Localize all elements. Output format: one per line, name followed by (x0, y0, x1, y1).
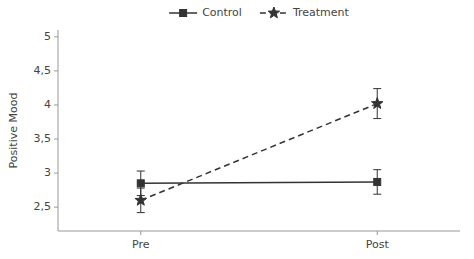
y-tick-label: 4,5 (34, 64, 52, 77)
legend-label: Control (202, 6, 242, 19)
legend-marker (268, 7, 279, 18)
legend-label: Treatment (292, 6, 350, 19)
series-1 (135, 89, 383, 213)
error-bar (373, 170, 381, 195)
y-axis-label: Positive Mood (7, 93, 20, 169)
error-bar-cap (373, 169, 381, 170)
chart-svg: 2,5 3 3,5 4 4,5 5 Pre Post Positive Mood Control T… (0, 0, 474, 259)
y-tick (54, 139, 58, 140)
x-tick (140, 231, 141, 235)
error-bar-cap (137, 212, 145, 213)
y-tick (54, 173, 58, 174)
y-tick (54, 104, 58, 105)
x-axis-line (58, 231, 460, 232)
y-axis-line (58, 30, 59, 231)
x-tick-label: Pre (132, 238, 150, 251)
y-tick-label: 4 (44, 98, 51, 111)
legend: Control Treatment (169, 6, 349, 19)
data-point (135, 194, 146, 205)
y-tick (54, 70, 58, 71)
error-bar-cap (137, 171, 145, 172)
data-point (374, 178, 381, 185)
plot-area (135, 89, 383, 213)
y-tick (54, 36, 58, 37)
y-tick-label: 2,5 (34, 200, 52, 213)
series-line (141, 182, 377, 183)
error-bar-cap (373, 118, 381, 119)
data-point (372, 98, 383, 109)
legend-item: Control (169, 6, 242, 19)
data-point (137, 180, 144, 187)
legend-marker (180, 10, 187, 17)
y-tick-label: 3,5 (34, 132, 52, 145)
y-tick-label: 3 (44, 166, 51, 179)
x-tick-label: Post (366, 238, 390, 251)
y-tick (54, 207, 58, 208)
error-bar-cap (373, 88, 381, 89)
error-bar-cap (373, 194, 381, 195)
y-tick-label: 5 (44, 30, 51, 43)
chart-container: 2,5 3 3,5 4 4,5 5 Pre Post Positive Mood Control T… (0, 0, 474, 259)
x-tick (377, 231, 378, 235)
error-bar-cap (137, 188, 145, 189)
series-0 (137, 170, 381, 196)
legend-item: Treatment (260, 6, 350, 19)
series-line (141, 104, 377, 201)
